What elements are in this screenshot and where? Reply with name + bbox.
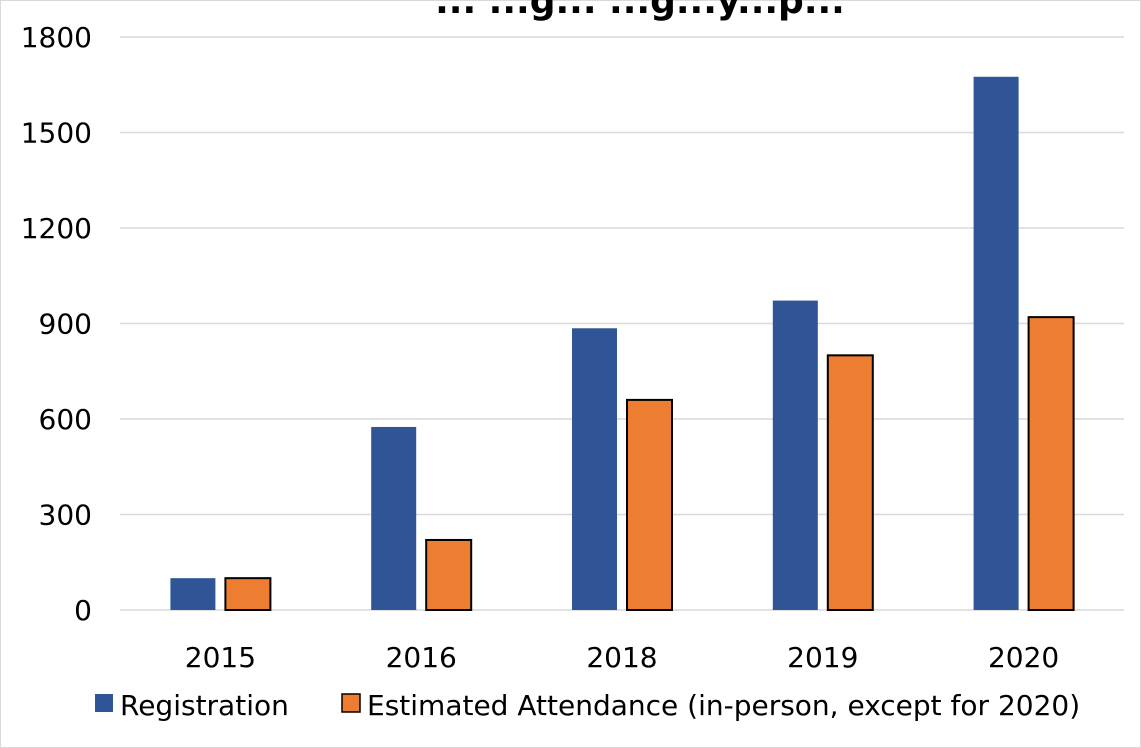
bar-registration-2015 xyxy=(170,578,216,610)
bar-registration-2018 xyxy=(572,328,617,610)
y-tick-label-600: 600 xyxy=(39,403,92,436)
x-tick-label-2019: 2019 xyxy=(787,641,858,674)
x-axis-ticks: 2015 2016 2018 2019 2020 xyxy=(185,641,1059,674)
bar-registration-2019 xyxy=(772,300,818,610)
legend-swatch-registration xyxy=(95,694,113,712)
legend-label-registration: Registration xyxy=(120,689,289,722)
y-tick-label-900: 900 xyxy=(39,308,92,341)
bar-attendance-2018 xyxy=(626,398,673,611)
y-tick-label-1800: 1800 xyxy=(21,21,92,54)
y-tick-label-1200: 1200 xyxy=(21,212,92,245)
bars xyxy=(170,76,1075,612)
legend-swatch-attendance xyxy=(341,693,361,713)
grid-lines xyxy=(120,36,1124,611)
bar-registration-2020 xyxy=(973,76,1019,610)
bar-attendance-2019 xyxy=(826,354,874,612)
bar-attendance-2020 xyxy=(1027,316,1075,611)
y-tick-label-300: 300 xyxy=(39,499,92,532)
chart-title: ... ...g... ...g...y...p... xyxy=(435,0,845,22)
x-tick-label-2016: 2016 xyxy=(386,641,457,674)
legend: Registration Estimated Attendance (in-per… xyxy=(95,689,1080,722)
bar-registration-2016 xyxy=(371,426,417,610)
bar-attendance-2016 xyxy=(425,538,473,612)
y-tick-label-0: 0 xyxy=(74,594,92,627)
bar-attendance-2015 xyxy=(224,577,272,612)
legend-label-attendance: Estimated Attendance (in-person, except … xyxy=(367,689,1080,722)
x-tick-label-2015: 2015 xyxy=(185,641,256,674)
y-axis-ticks: 0 300 600 900 1200 1500 1800 xyxy=(21,21,92,627)
y-tick-label-1500: 1500 xyxy=(21,117,92,150)
x-tick-label-2020: 2020 xyxy=(988,641,1059,674)
x-tick-label-2018: 2018 xyxy=(586,641,657,674)
